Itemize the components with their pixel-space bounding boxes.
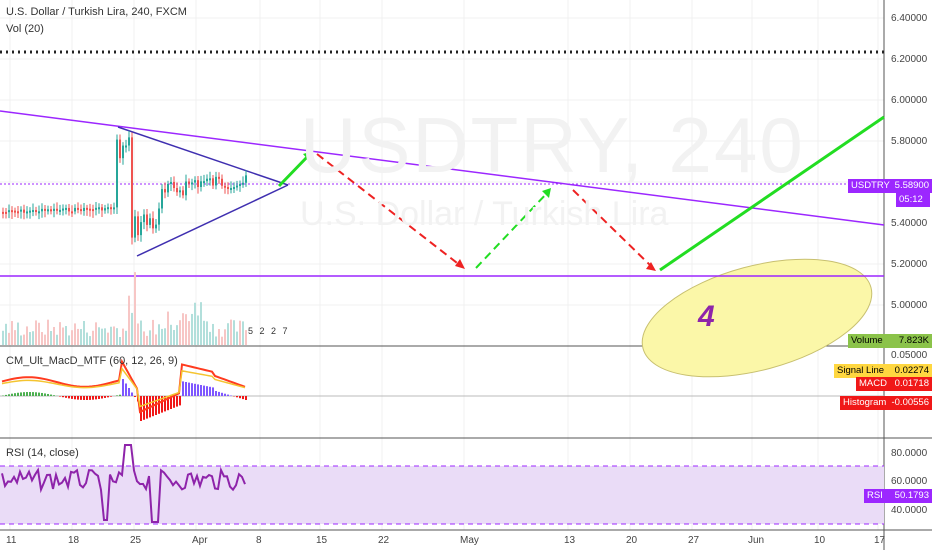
price-tick: 6.20000: [891, 54, 928, 65]
time-tick: 11: [6, 535, 17, 546]
macd-name: MACD: [859, 378, 887, 389]
macd-value: 0.01718: [894, 378, 929, 389]
rsi-tick: 60.0000: [891, 476, 928, 487]
histogram-name: Histogram: [843, 397, 887, 408]
rsi-value: 50.1793: [894, 490, 929, 501]
price-tick: 6.40000: [891, 13, 928, 24]
rsi-tick: 40.0000: [891, 505, 928, 516]
volume-value: 7.823K: [898, 335, 929, 346]
rsi-tick: 80.0000: [891, 448, 928, 459]
symbol-name: USDTRY: [851, 180, 890, 191]
macd-histogram: [2, 379, 247, 421]
rsi-name: RSI: [867, 490, 883, 501]
time-tick: 18: [68, 535, 80, 546]
bar-counters: 5 2 2 7: [248, 326, 290, 336]
forecast-arrows[interactable]: [277, 115, 885, 272]
rsi-band: [0, 466, 884, 524]
time-tick: Jun: [748, 535, 765, 546]
rsi-badge: RSI 50.1793: [864, 489, 932, 503]
time-tick: 17: [874, 535, 886, 546]
red-arrow-1[interactable]: [316, 153, 462, 267]
time-tick: 27: [688, 535, 700, 546]
rsi-study-label[interactable]: RSI (14, close): [6, 447, 79, 459]
green-arrow-2[interactable]: [475, 191, 549, 269]
time-tick: 10: [814, 535, 826, 546]
macd-badge: MACD 0.01718: [856, 377, 932, 391]
signal-name: Signal Line: [837, 365, 885, 376]
time-tick: 8: [256, 535, 262, 546]
volume-name: Volume: [851, 335, 883, 346]
histogram-value: -0.00556: [891, 397, 929, 408]
wave-label: 4: [698, 300, 715, 333]
price-tick: 5.80000: [891, 136, 928, 147]
symbol-price-badge: USDTRY 5.58900: [848, 179, 932, 193]
green-arrow-1[interactable]: [277, 152, 312, 188]
wave-ellipse[interactable]: [630, 237, 885, 399]
macd-tick: 0.05000: [891, 350, 928, 361]
macd-study-label[interactable]: CM_Ult_MacD_MTF (60, 12, 26, 9): [6, 355, 178, 367]
time-tick: May: [460, 535, 479, 546]
price-tick: 5.40000: [891, 218, 928, 229]
time-tick: 20: [626, 535, 638, 546]
price-tick: 5.20000: [891, 259, 928, 270]
triangle-lower-line[interactable]: [136, 184, 289, 257]
time-tick: 25: [130, 535, 142, 546]
descending-trendline[interactable]: [0, 110, 885, 226]
red-arrow-2[interactable]: [572, 189, 653, 268]
signal-value: 0.02274: [894, 365, 929, 376]
symbol-price: 5.58900: [894, 180, 929, 191]
time-tick: Apr: [192, 535, 208, 546]
volume-study-label[interactable]: Vol (20): [6, 23, 44, 35]
volume-badge: Volume 7.823K: [848, 334, 932, 348]
macd-line: [1, 358, 246, 414]
watermark-symbol: USDTRY, 240: [300, 101, 805, 189]
chart-title: U.S. Dollar / Turkish Lira, 240, FXCM: [6, 6, 187, 18]
price-tick: 5.00000: [891, 300, 928, 311]
volume-bars: [2, 272, 247, 345]
time-tick: 13: [564, 535, 576, 546]
green-arrow-3[interactable]: [659, 115, 885, 272]
signal-line-badge: Signal Line 0.02274: [834, 364, 932, 378]
histogram-badge: Histogram -0.00556: [840, 396, 932, 410]
price-candles: [2, 130, 247, 245]
bar-countdown: 05:12: [896, 193, 930, 207]
rsi-line: [1, 444, 246, 523]
time-tick: 22: [378, 535, 390, 546]
time-tick: 15: [316, 535, 328, 546]
triangle-upper-line[interactable]: [117, 126, 289, 186]
price-tick: 6.00000: [891, 95, 928, 106]
watermark-name: U.S. Dollar / Turkish Lira: [300, 195, 669, 233]
signal-line: [1, 366, 246, 408]
